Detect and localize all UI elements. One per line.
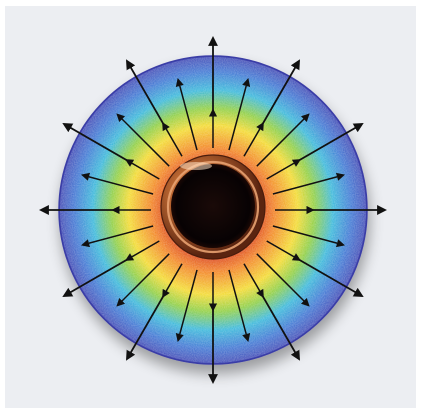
heat-flow-arrow-icon [243, 263, 264, 299]
heat-flow-arrow-icon [124, 240, 160, 261]
heat-flow-arrow-icon [124, 159, 160, 180]
copper-pipe-icon [160, 154, 266, 260]
heat-flow-arrow-icon [126, 294, 165, 361]
heat-flow-arrow-icon [175, 269, 198, 342]
heat-flow-arrow-icon [81, 225, 154, 248]
heat-flow-arrow-icon [243, 121, 264, 157]
heat-flow-arrow-icon [62, 258, 129, 297]
heat-flow-arrow-icon [297, 258, 364, 297]
heat-flow-arrow-icon [228, 269, 251, 342]
heat-flow-arrow-icon [256, 113, 310, 167]
heat-flow-arrow-icon [256, 253, 310, 307]
heat-flow-arrow-icon [261, 59, 300, 126]
heat-flow-arrow-icon [162, 121, 183, 157]
pipe-bore [171, 164, 255, 248]
heat-flow-arrow-icon [261, 294, 300, 361]
heat-flow-arrows [39, 36, 387, 384]
heat-flow-arrow-icon [272, 172, 345, 195]
heat-flow-arrow-icon [228, 78, 251, 151]
heat-flow-arrow-icon [81, 172, 154, 195]
heat-flow-arrow-icon [62, 123, 129, 162]
heat-flow-arrow-icon [266, 240, 302, 261]
heat-flow-arrow-icon [266, 159, 302, 180]
heat-flow-arrow-icon [162, 263, 183, 299]
heat-flow-arrow-icon [297, 123, 364, 162]
heat-flow-arrow-icon [126, 59, 165, 126]
heat-flow-arrow-icon [116, 253, 170, 307]
heat-flow-arrow-icon [175, 78, 198, 151]
heat-flow-arrow-icon [272, 225, 345, 248]
heat-flow-arrow-icon [116, 113, 170, 167]
